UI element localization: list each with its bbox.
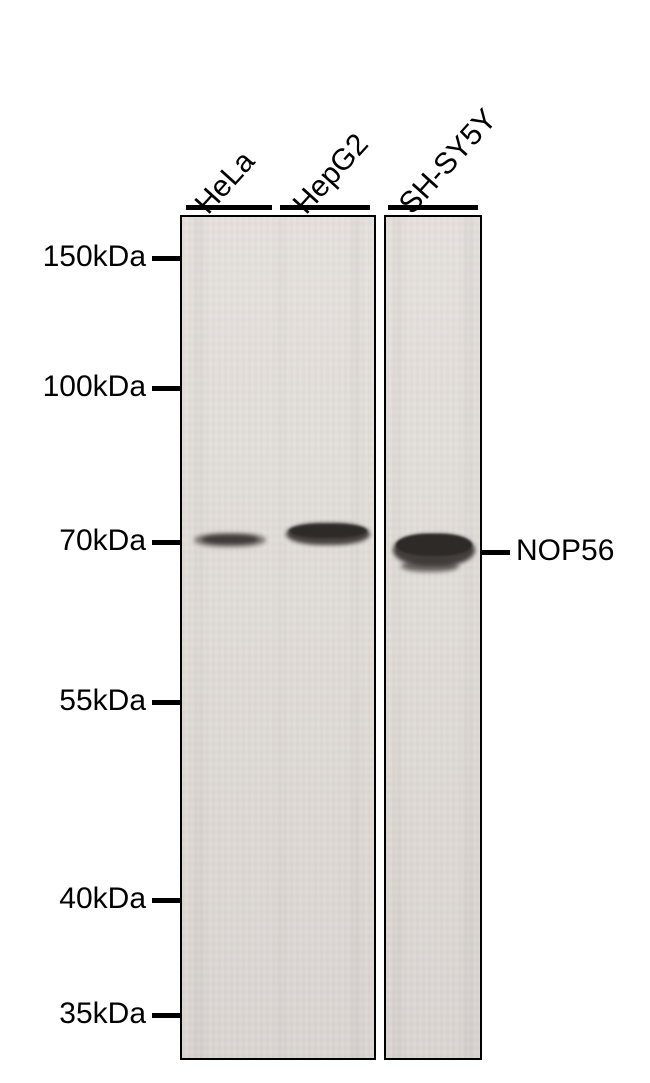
mw-marker-label: 40kDa	[0, 882, 146, 916]
protein-band	[396, 534, 472, 556]
mw-marker-label: 100kDa	[0, 370, 146, 404]
blot-smudge	[352, 217, 360, 1058]
lane-underline	[186, 205, 272, 210]
protein-band	[202, 535, 258, 544]
mw-marker-tick	[152, 386, 180, 391]
mw-marker-label: 35kDa	[0, 997, 146, 1031]
mw-marker-label: 55kDa	[0, 684, 146, 718]
mw-marker-label: 150kDa	[0, 240, 146, 274]
mw-marker-label: 70kDa	[0, 524, 146, 558]
blot-smudge	[194, 217, 204, 1058]
lane-label: SH-SY5Y	[393, 103, 504, 221]
target-tick	[482, 550, 510, 555]
lane-underline	[388, 205, 478, 210]
mw-marker-tick	[152, 1013, 180, 1018]
mw-marker-tick	[152, 700, 180, 705]
mw-marker-tick	[152, 540, 180, 545]
protein-band	[289, 524, 367, 538]
target-label: NOP56	[516, 534, 614, 568]
protein-band	[401, 560, 459, 572]
blot-smudge	[278, 217, 284, 1058]
mw-marker-tick	[152, 256, 180, 261]
blot-panel-right	[384, 215, 482, 1060]
blot-smudge	[394, 217, 402, 1058]
blot-smudge	[464, 217, 474, 1058]
mw-marker-tick	[152, 898, 180, 903]
western-blot-figure: HeLaHepG2SH-SY5Y150kDa100kDa70kDa55kDa40…	[0, 0, 650, 1083]
blot-panel-left	[180, 215, 376, 1060]
lane-underline	[280, 205, 370, 210]
